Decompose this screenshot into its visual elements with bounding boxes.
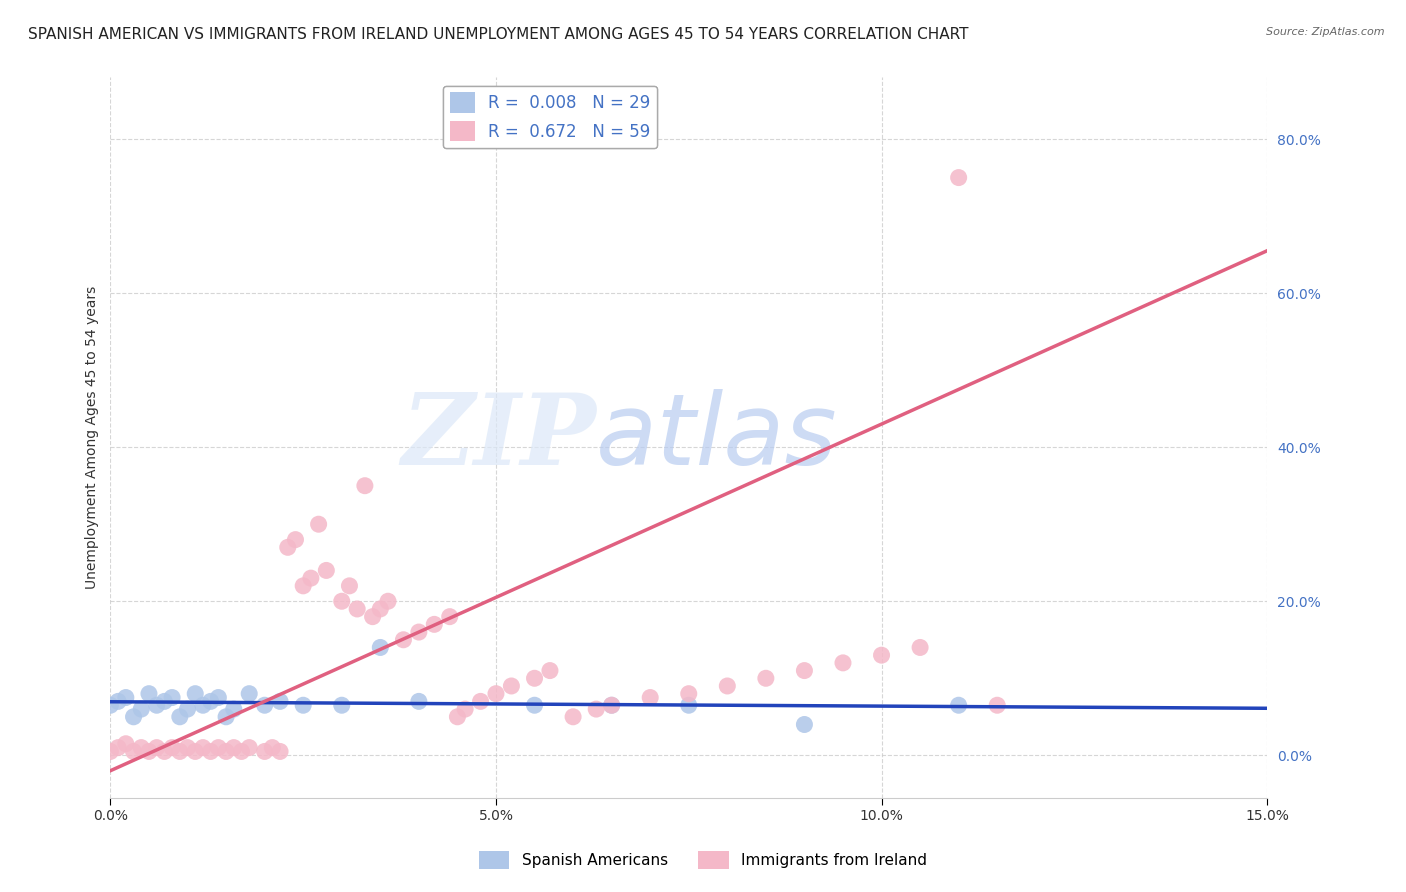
Point xyxy=(100,698,122,713)
Point xyxy=(368,640,391,655)
Point xyxy=(215,744,238,758)
Point xyxy=(160,740,183,755)
Point xyxy=(354,479,377,493)
Point xyxy=(292,698,315,713)
Point xyxy=(600,698,623,713)
Point xyxy=(269,694,291,708)
Point xyxy=(562,710,585,724)
Point xyxy=(253,698,276,713)
Point xyxy=(160,690,183,705)
Point xyxy=(129,702,152,716)
Point xyxy=(222,702,245,716)
Point xyxy=(122,710,145,724)
Point xyxy=(315,564,337,578)
Point xyxy=(222,740,245,755)
Point xyxy=(716,679,738,693)
Point xyxy=(284,533,307,547)
Point xyxy=(870,648,893,662)
Point xyxy=(200,694,222,708)
Point xyxy=(107,740,129,755)
Point xyxy=(538,664,561,678)
Point xyxy=(253,744,276,758)
Point xyxy=(678,687,700,701)
Point xyxy=(523,698,546,713)
Point xyxy=(231,744,253,758)
Point xyxy=(184,687,207,701)
Point xyxy=(986,698,1008,713)
Point xyxy=(585,702,607,716)
Point xyxy=(200,744,222,758)
Point xyxy=(191,698,214,713)
Point xyxy=(122,744,145,758)
Point xyxy=(346,602,368,616)
Point xyxy=(153,744,176,758)
Point xyxy=(169,744,191,758)
Point xyxy=(755,671,778,685)
Text: SPANISH AMERICAN VS IMMIGRANTS FROM IRELAND UNEMPLOYMENT AMONG AGES 45 TO 54 YEA: SPANISH AMERICAN VS IMMIGRANTS FROM IREL… xyxy=(28,27,969,42)
Point xyxy=(454,702,477,716)
Point xyxy=(948,170,970,185)
Point xyxy=(330,698,353,713)
Point xyxy=(138,687,160,701)
Point xyxy=(308,517,330,532)
Point xyxy=(269,744,291,758)
Point xyxy=(361,609,384,624)
Point xyxy=(114,737,136,751)
Point xyxy=(169,710,191,724)
Point xyxy=(377,594,399,608)
Point xyxy=(446,710,468,724)
Point xyxy=(191,740,214,755)
Point xyxy=(368,602,391,616)
Point xyxy=(107,694,129,708)
Point xyxy=(292,579,315,593)
Point xyxy=(129,740,152,755)
Point xyxy=(523,671,546,685)
Point xyxy=(176,740,198,755)
Point xyxy=(485,687,508,701)
Point xyxy=(408,625,430,640)
Point xyxy=(392,632,415,647)
Point xyxy=(439,609,461,624)
Legend: R =  0.008   N = 29, R =  0.672   N = 59: R = 0.008 N = 29, R = 0.672 N = 59 xyxy=(443,86,657,148)
Y-axis label: Unemployment Among Ages 45 to 54 years: Unemployment Among Ages 45 to 54 years xyxy=(86,286,100,590)
Point xyxy=(793,664,815,678)
Point xyxy=(678,698,700,713)
Point xyxy=(638,690,661,705)
Point xyxy=(114,690,136,705)
Point xyxy=(600,698,623,713)
Point xyxy=(238,740,260,755)
Legend: Spanish Americans, Immigrants from Ireland: Spanish Americans, Immigrants from Irela… xyxy=(472,845,934,875)
Point xyxy=(138,744,160,758)
Point xyxy=(262,740,284,755)
Point xyxy=(948,698,970,713)
Text: atlas: atlas xyxy=(596,389,838,486)
Point xyxy=(299,571,322,585)
Point xyxy=(145,740,167,755)
Point xyxy=(330,594,353,608)
Point xyxy=(277,541,299,555)
Text: Source: ZipAtlas.com: Source: ZipAtlas.com xyxy=(1267,27,1385,37)
Point xyxy=(184,744,207,758)
Point xyxy=(339,579,361,593)
Text: ZIP: ZIP xyxy=(401,389,596,486)
Point xyxy=(423,617,446,632)
Point xyxy=(145,698,167,713)
Point xyxy=(238,687,260,701)
Point xyxy=(207,690,229,705)
Point xyxy=(832,656,855,670)
Point xyxy=(100,744,122,758)
Point xyxy=(470,694,492,708)
Point xyxy=(153,694,176,708)
Point xyxy=(176,702,198,716)
Point xyxy=(501,679,523,693)
Point xyxy=(908,640,931,655)
Point xyxy=(793,717,815,731)
Point xyxy=(207,740,229,755)
Point xyxy=(215,710,238,724)
Point xyxy=(408,694,430,708)
